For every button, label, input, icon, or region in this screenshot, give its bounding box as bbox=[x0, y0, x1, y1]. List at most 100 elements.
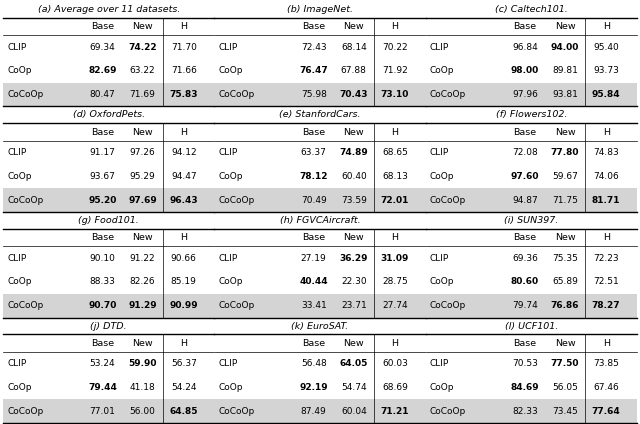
Text: 65.89: 65.89 bbox=[552, 277, 578, 287]
Text: 80.47: 80.47 bbox=[90, 90, 115, 99]
Text: Base: Base bbox=[513, 233, 536, 242]
Text: CLIP: CLIP bbox=[219, 148, 238, 157]
Bar bbox=[3, 294, 214, 318]
Text: CoOp: CoOp bbox=[430, 277, 454, 287]
Text: 78.27: 78.27 bbox=[592, 301, 621, 310]
Text: H: H bbox=[392, 22, 399, 31]
Text: H: H bbox=[392, 339, 399, 348]
Text: 74.89: 74.89 bbox=[339, 148, 368, 157]
Text: 98.00: 98.00 bbox=[511, 66, 539, 75]
Text: CLIP: CLIP bbox=[8, 359, 27, 368]
Text: CLIP: CLIP bbox=[430, 148, 449, 157]
Text: 68.65: 68.65 bbox=[382, 148, 408, 157]
Text: 60.40: 60.40 bbox=[341, 172, 367, 181]
Text: CoCoOp: CoCoOp bbox=[430, 301, 466, 310]
Text: 77.80: 77.80 bbox=[551, 148, 579, 157]
Text: 69.34: 69.34 bbox=[90, 42, 115, 52]
Bar bbox=[214, 141, 426, 165]
Text: CoOp: CoOp bbox=[8, 383, 32, 392]
Text: 71.92: 71.92 bbox=[382, 66, 408, 75]
Text: New: New bbox=[344, 22, 364, 31]
Text: (l) UCF101.: (l) UCF101. bbox=[504, 321, 558, 331]
Text: 91.17: 91.17 bbox=[90, 148, 115, 157]
Text: 27.74: 27.74 bbox=[382, 301, 408, 310]
Text: 92.19: 92.19 bbox=[300, 383, 328, 392]
Text: 73.59: 73.59 bbox=[341, 195, 367, 205]
Text: 76.47: 76.47 bbox=[300, 66, 328, 75]
Text: 63.37: 63.37 bbox=[301, 148, 326, 157]
Text: 97.60: 97.60 bbox=[511, 172, 539, 181]
Text: CoCoOp: CoCoOp bbox=[8, 90, 44, 99]
Text: H: H bbox=[603, 22, 610, 31]
Text: 93.67: 93.67 bbox=[90, 172, 115, 181]
Text: 97.69: 97.69 bbox=[128, 195, 157, 205]
Text: 90.10: 90.10 bbox=[90, 254, 115, 263]
Text: CoCoOp: CoCoOp bbox=[430, 195, 466, 205]
Text: 81.71: 81.71 bbox=[592, 195, 620, 205]
Text: 59.90: 59.90 bbox=[129, 359, 157, 368]
Text: 72.43: 72.43 bbox=[301, 42, 326, 52]
Text: 31.09: 31.09 bbox=[381, 254, 409, 263]
Text: 77.01: 77.01 bbox=[90, 407, 115, 416]
Bar bbox=[214, 59, 426, 83]
Text: 87.49: 87.49 bbox=[301, 407, 326, 416]
Text: 60.03: 60.03 bbox=[382, 359, 408, 368]
Text: 56.00: 56.00 bbox=[130, 407, 156, 416]
Text: Base: Base bbox=[302, 22, 325, 31]
Text: 94.00: 94.00 bbox=[551, 42, 579, 52]
Text: 56.48: 56.48 bbox=[301, 359, 326, 368]
Bar bbox=[214, 246, 426, 270]
Bar bbox=[214, 376, 426, 399]
Text: CLIP: CLIP bbox=[430, 359, 449, 368]
Text: 63.22: 63.22 bbox=[130, 66, 156, 75]
Bar bbox=[426, 59, 637, 83]
Text: New: New bbox=[555, 22, 575, 31]
Text: 84.69: 84.69 bbox=[511, 383, 539, 392]
Text: (d) OxfordPets.: (d) OxfordPets. bbox=[73, 110, 145, 120]
Text: 64.05: 64.05 bbox=[340, 359, 368, 368]
Text: 91.22: 91.22 bbox=[130, 254, 156, 263]
Bar bbox=[426, 376, 637, 399]
Text: (i) SUN397.: (i) SUN397. bbox=[504, 216, 558, 225]
Text: 71.70: 71.70 bbox=[171, 42, 196, 52]
Text: New: New bbox=[344, 339, 364, 348]
Text: 78.12: 78.12 bbox=[300, 172, 328, 181]
Text: New: New bbox=[555, 233, 575, 242]
Text: 28.75: 28.75 bbox=[382, 277, 408, 287]
Text: 71.75: 71.75 bbox=[552, 195, 578, 205]
Text: 88.33: 88.33 bbox=[90, 277, 115, 287]
Text: (a) Average over 11 datasets.: (a) Average over 11 datasets. bbox=[38, 5, 180, 14]
Text: 79.74: 79.74 bbox=[512, 301, 538, 310]
Text: 85.19: 85.19 bbox=[171, 277, 196, 287]
Text: 77.50: 77.50 bbox=[551, 359, 579, 368]
Text: Base: Base bbox=[513, 339, 536, 348]
Text: Base: Base bbox=[513, 128, 536, 137]
Text: CoOp: CoOp bbox=[8, 66, 32, 75]
Bar bbox=[426, 294, 637, 318]
Text: (b) ImageNet.: (b) ImageNet. bbox=[287, 5, 353, 14]
Bar bbox=[426, 352, 637, 376]
Text: 27.19: 27.19 bbox=[301, 254, 326, 263]
Text: CoCoOp: CoCoOp bbox=[8, 407, 44, 416]
Text: CoOp: CoOp bbox=[430, 66, 454, 75]
Bar bbox=[214, 165, 426, 188]
Text: CoCoOp: CoCoOp bbox=[219, 407, 255, 416]
Text: CoCoOp: CoCoOp bbox=[219, 90, 255, 99]
Text: 68.13: 68.13 bbox=[382, 172, 408, 181]
Text: 53.24: 53.24 bbox=[90, 359, 115, 368]
Bar bbox=[214, 352, 426, 376]
Text: 97.96: 97.96 bbox=[512, 90, 538, 99]
Text: CoOp: CoOp bbox=[219, 383, 243, 392]
Text: 76.86: 76.86 bbox=[551, 301, 579, 310]
Bar bbox=[214, 294, 426, 318]
Text: 80.60: 80.60 bbox=[511, 277, 539, 287]
Text: 70.53: 70.53 bbox=[512, 359, 538, 368]
Text: H: H bbox=[180, 22, 188, 31]
Text: Base: Base bbox=[91, 22, 114, 31]
Text: Base: Base bbox=[513, 22, 536, 31]
Text: 73.85: 73.85 bbox=[593, 359, 619, 368]
Text: 71.69: 71.69 bbox=[130, 90, 156, 99]
Text: 67.88: 67.88 bbox=[341, 66, 367, 75]
Text: Base: Base bbox=[302, 339, 325, 348]
Text: 67.46: 67.46 bbox=[593, 383, 619, 392]
